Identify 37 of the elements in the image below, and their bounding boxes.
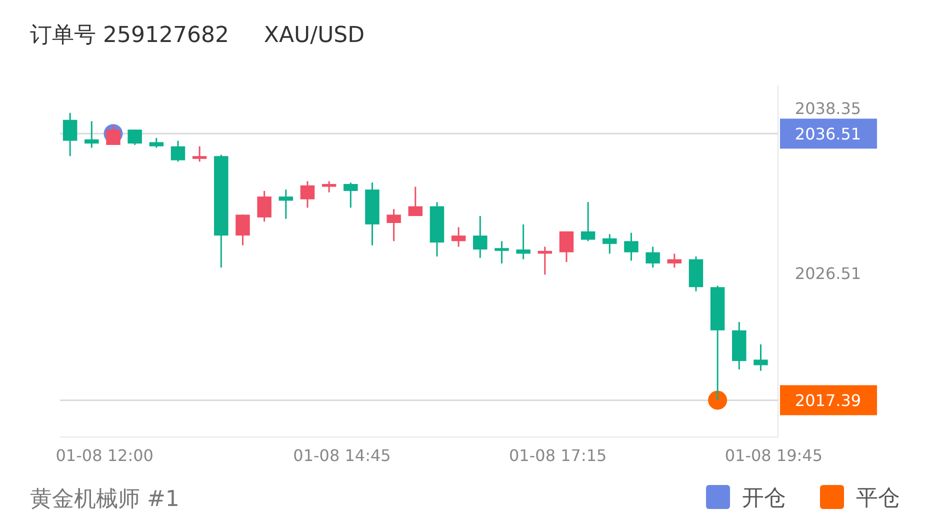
candlestick <box>408 186 423 217</box>
y-tick-label: 2038.35 <box>794 99 862 118</box>
candlestick <box>170 140 186 162</box>
x-tick-label: 01-08 17:15 <box>509 446 607 465</box>
legend-label: 开仓 <box>742 486 786 511</box>
candlestick <box>559 230 574 263</box>
candlestick <box>192 146 207 162</box>
candlestick <box>580 201 596 242</box>
candlestick <box>624 232 638 262</box>
legend-label: 平仓 <box>856 486 900 511</box>
candlestick <box>516 224 530 260</box>
candlestick <box>602 233 617 254</box>
candlestick <box>149 137 164 148</box>
candlestick <box>386 208 401 242</box>
candlestick <box>494 240 509 264</box>
candlestick <box>667 252 682 268</box>
candlestick <box>300 180 315 208</box>
candlestick <box>257 190 272 222</box>
x-tick-label: 01-08 19:45 <box>724 446 823 465</box>
x-tick-label: 01-08 14:45 <box>293 446 391 465</box>
ref-line-label: 2017.39 <box>794 391 862 410</box>
y-tick-label: 2026.51 <box>794 264 862 284</box>
candlestick <box>344 182 358 208</box>
candlestick <box>84 120 99 148</box>
candlestick <box>322 180 336 194</box>
candlestick <box>278 188 294 220</box>
chart-title: 订单号 259127682 XAU/USD <box>30 23 365 48</box>
candlestick <box>236 214 250 246</box>
text: 黄金机械师 #1 <box>30 487 180 512</box>
candlestick <box>754 344 768 372</box>
candlestick <box>451 226 466 248</box>
x-tick-label: 01-08 12:00 <box>56 446 154 465</box>
ref-line-label: 2036.51 <box>794 124 862 144</box>
candlestick <box>646 246 660 268</box>
candlestick <box>473 215 488 259</box>
candlestick <box>62 112 78 157</box>
candlestick <box>128 128 142 146</box>
